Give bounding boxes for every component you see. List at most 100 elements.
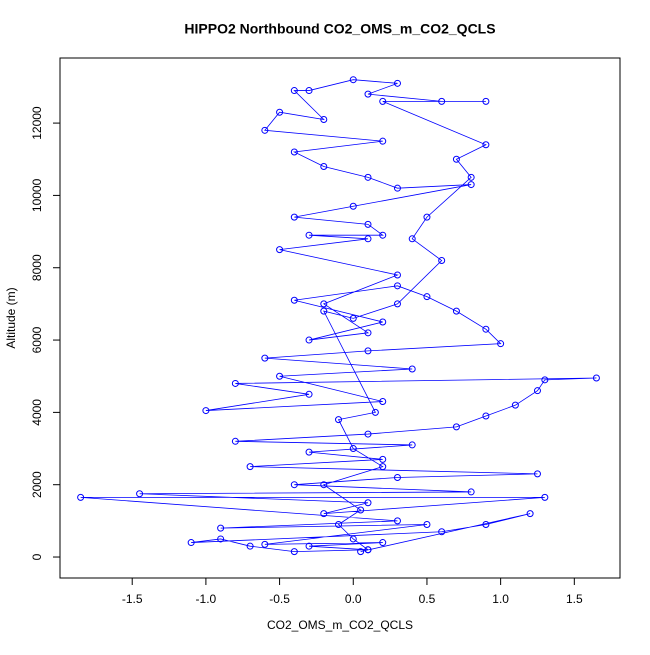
- data-point: [349, 445, 357, 453]
- data-point: [357, 548, 365, 556]
- data-point: [349, 314, 357, 322]
- data-point: [379, 455, 387, 463]
- data-point: [231, 379, 239, 387]
- data-point: [217, 535, 225, 543]
- x-tick-label: -1.5: [122, 592, 143, 606]
- data-point: [364, 347, 372, 355]
- chart-title: HIPPO2 Northbound CO2_OMS_m_CO2_QCLS: [184, 21, 495, 37]
- data-point: [393, 184, 401, 192]
- data-point: [290, 87, 298, 95]
- y-tick-label: 4000: [30, 399, 44, 426]
- data-point: [438, 528, 446, 536]
- data-point: [305, 390, 313, 398]
- data-point: [349, 535, 357, 543]
- data-point: [379, 398, 387, 406]
- plot-frame: [59, 57, 621, 579]
- data-point: [379, 463, 387, 471]
- data-point: [217, 524, 225, 532]
- data-point: [335, 520, 343, 528]
- data-point: [482, 412, 490, 420]
- data-point: [467, 488, 475, 496]
- data-point: [482, 141, 490, 149]
- data-point: [276, 246, 284, 254]
- data-point: [290, 548, 298, 556]
- data-point: [533, 470, 541, 478]
- data-point: [320, 162, 328, 170]
- data-point: [423, 520, 431, 528]
- data-point: [371, 408, 379, 416]
- data-point: [526, 510, 534, 518]
- data-point: [438, 257, 446, 265]
- data-point: [187, 539, 195, 547]
- data-point: [364, 173, 372, 181]
- data-point: [379, 539, 387, 547]
- data-point: [379, 231, 387, 239]
- data-point: [364, 220, 372, 228]
- data-point: [320, 510, 328, 518]
- data-point: [231, 437, 239, 445]
- data-point: [364, 430, 372, 438]
- data-point: [290, 148, 298, 156]
- x-tick-label: -0.5: [269, 592, 290, 606]
- data-point: [482, 97, 490, 105]
- data-point: [276, 372, 284, 380]
- data-point: [482, 520, 490, 528]
- data-point: [77, 493, 85, 501]
- data-point: [261, 126, 269, 134]
- data-point: [438, 97, 446, 105]
- data-point: [452, 155, 460, 163]
- data-point: [452, 423, 460, 431]
- x-tick-label: -1.0: [196, 592, 217, 606]
- data-point: [393, 473, 401, 481]
- data-point: [592, 374, 600, 382]
- data-point: [320, 115, 328, 123]
- data-point: [320, 481, 328, 489]
- data-point: [335, 416, 343, 424]
- data-point: [364, 235, 372, 243]
- data-point: [393, 79, 401, 87]
- data-point: [261, 540, 269, 548]
- data-point: [423, 293, 431, 301]
- data-point: [393, 517, 401, 525]
- data-point: [541, 493, 549, 501]
- data-point: [511, 401, 519, 409]
- data-point: [467, 181, 475, 189]
- data-point: [393, 282, 401, 290]
- data-point: [497, 340, 505, 348]
- y-axis-label: Altitude (m): [4, 287, 18, 348]
- data-point: [379, 137, 387, 145]
- x-tick-label: 1.5: [566, 592, 583, 606]
- data-point: [357, 506, 365, 514]
- y-tick-label: 8000: [30, 254, 44, 281]
- data-point: [349, 76, 357, 84]
- data-point: [423, 213, 431, 221]
- data-point: [305, 542, 313, 550]
- data-point: [533, 387, 541, 395]
- data-point: [482, 325, 490, 333]
- data-point: [246, 542, 254, 550]
- data-point: [393, 271, 401, 279]
- data-point: [305, 448, 313, 456]
- data-point: [305, 336, 313, 344]
- data-point: [408, 235, 416, 243]
- x-tick-label: 1.0: [492, 592, 509, 606]
- x-tick-label: 0.5: [419, 592, 436, 606]
- y-tick-label: 6000: [30, 326, 44, 353]
- y-tick-label: 10000: [30, 178, 44, 212]
- x-axis-label: CO2_OMS_m_CO2_QCLS: [267, 618, 413, 632]
- data-point: [364, 90, 372, 98]
- data-point: [452, 307, 460, 315]
- y-tick-label: 2000: [30, 471, 44, 498]
- data-point: [541, 376, 549, 384]
- data-point: [320, 300, 328, 308]
- data-point: [276, 108, 284, 116]
- data-point: [393, 300, 401, 308]
- y-tick-label: 12000: [30, 106, 44, 140]
- data-point: [379, 318, 387, 326]
- data-point: [261, 354, 269, 362]
- data-point: [290, 481, 298, 489]
- data-point: [290, 296, 298, 304]
- data-point: [305, 231, 313, 239]
- data-point: [364, 329, 372, 337]
